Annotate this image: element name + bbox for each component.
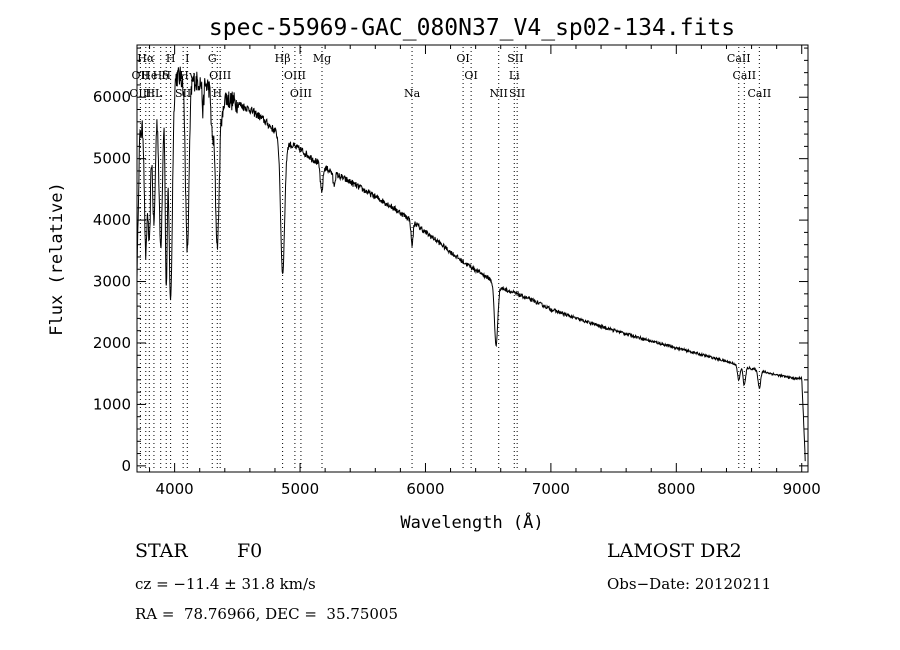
- line-marker-label: G: [208, 52, 217, 65]
- line-marker-label: Hα: [137, 52, 155, 65]
- object-class: STAR: [135, 540, 188, 562]
- line-marker-label: H: [166, 52, 176, 65]
- y-tick-label: 3000: [93, 273, 131, 291]
- chart-title: spec-55969-GAC_080N37_V4_sp02-134.fits: [209, 15, 735, 41]
- line-marker-label: I: [185, 52, 189, 65]
- line-marker-label: Li: [509, 69, 520, 82]
- line-marker-label: CaII: [748, 87, 772, 100]
- line-marker-labels: HαOIIOIIIHeHLHδHHSIIIHγGOIIIHHβOIIIOIIIM…: [129, 52, 771, 100]
- sky-coordinates: RA = 78.76966, DEC = 35.75005: [135, 605, 399, 623]
- line-marker-label: Hδ: [153, 69, 170, 82]
- x-axis-label: Wavelength (Å): [400, 511, 543, 533]
- y-tick-label: 5000: [93, 150, 131, 168]
- x-tick-label: 9000: [783, 480, 821, 498]
- line-marker-label: Hβ: [275, 52, 291, 65]
- x-tick-label: 5000: [281, 480, 319, 498]
- line-marker-label: OIII: [209, 69, 231, 82]
- line-marker-label: OI: [456, 52, 469, 65]
- spectrum-trace: [136, 66, 806, 462]
- y-tick-label: 6000: [93, 88, 131, 106]
- line-marker-label: Mg: [313, 52, 331, 65]
- x-tick-label: 8000: [657, 480, 695, 498]
- line-marker-label: OIII: [284, 69, 306, 82]
- line-marker-label: HL: [145, 87, 163, 100]
- line-marker-label: NII: [490, 87, 508, 100]
- y-tick-label: 0: [121, 457, 131, 475]
- line-marker-label: CaII: [732, 69, 756, 82]
- redshift-value: cz = −11.4 ± 31.8 km/s: [135, 575, 316, 593]
- survey-name: LAMOST DR2: [607, 540, 742, 562]
- observation-date: Obs−Date: 20120211: [607, 575, 772, 593]
- object-subclass: F0: [237, 540, 263, 562]
- x-tick-label: 6000: [406, 480, 444, 498]
- y-tick-label: 2000: [93, 334, 131, 352]
- y-tick-label: 4000: [93, 211, 131, 229]
- y-axis-label: Flux (relative): [47, 182, 67, 336]
- line-marker-label: CaII: [727, 52, 751, 65]
- y-tick-label: 1000: [93, 395, 131, 413]
- x-tick-label: 4000: [156, 480, 194, 498]
- line-marker-label: OII: [132, 69, 150, 82]
- line-marker-label: H: [212, 87, 222, 100]
- line-marker-label: Hγ: [179, 69, 196, 82]
- line-marker-guides: [139, 47, 760, 471]
- y-axis-ticks: 0 1000 2000 3000 4000 5000 6000: [93, 47, 808, 475]
- line-marker-label: OI: [464, 69, 477, 82]
- line-marker-label: SII: [509, 87, 525, 100]
- x-axis-ticks: 4000 5000 6000 7000 8000 9000: [149, 45, 821, 498]
- line-marker-label: OIII: [290, 87, 312, 100]
- plot-frame: [136, 44, 809, 473]
- line-marker-label: SII: [507, 52, 523, 65]
- line-marker-label: He: [141, 69, 157, 82]
- line-marker-label: H: [161, 69, 171, 82]
- x-tick-label: 7000: [532, 480, 570, 498]
- line-marker-label: Na: [404, 87, 421, 100]
